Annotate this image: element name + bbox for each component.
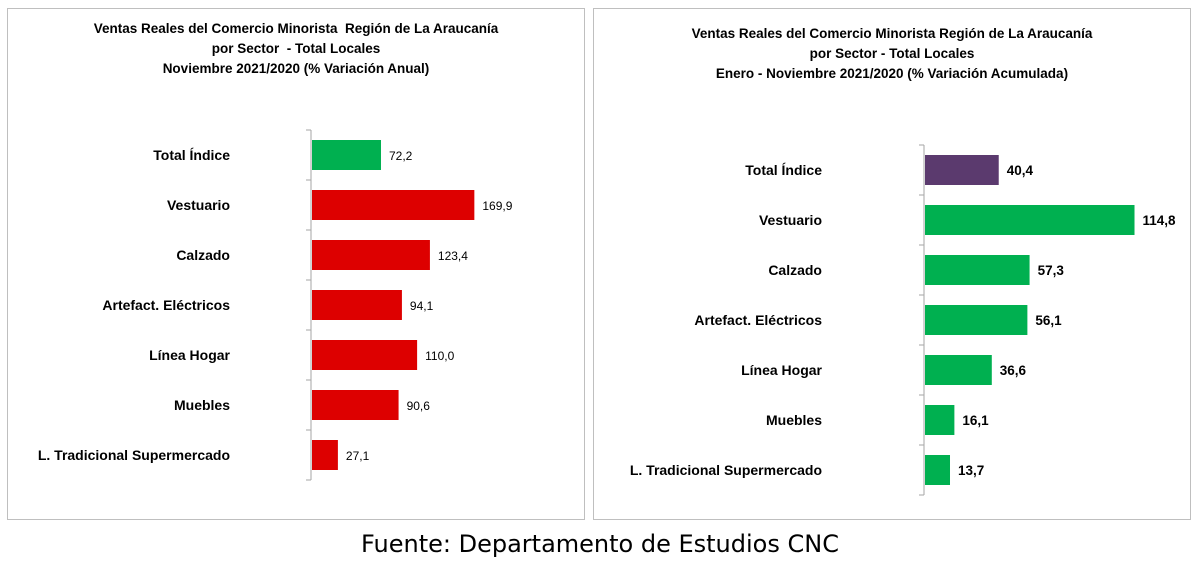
bar-l-tradicional-supermercado	[312, 440, 338, 470]
bar-artefact-eléctricos	[312, 290, 402, 320]
left-chart-panel: Ventas Reales del Comercio Minorista Reg…	[7, 8, 585, 520]
data-label: 169,9	[482, 199, 512, 213]
category-label: L. Tradicional Supermercado	[630, 462, 822, 478]
category-label: Artefact. Eléctricos	[102, 297, 230, 313]
category-label: Muebles	[766, 412, 822, 428]
bar-l-tradicional-supermercado	[925, 455, 951, 485]
category-label: Artefact. Eléctricos	[694, 312, 822, 328]
left-title-line-3: Noviembre 2021/2020 (% Variación Anual)	[162, 61, 430, 76]
data-label: 72,2	[389, 149, 413, 163]
category-label: Vestuario	[759, 212, 822, 228]
data-label: 13,7	[958, 463, 984, 478]
bar-línea-hogar	[925, 355, 992, 385]
bar-calzado	[312, 240, 430, 270]
left-title-line-1: Ventas Reales del Comercio Minorista Reg…	[93, 21, 499, 36]
data-label: 56,1	[1035, 313, 1062, 328]
right-title-line-3: Enero - Noviembre 2021/2020 (% Variación…	[715, 66, 1069, 81]
bar-vestuario	[312, 190, 475, 220]
data-label: 27,1	[346, 449, 370, 463]
category-label: Calzado	[176, 247, 230, 263]
category-label: Calzado	[768, 262, 822, 278]
bar-muebles	[925, 405, 955, 435]
data-label: 123,4	[438, 249, 468, 263]
bar-artefact-eléctricos	[925, 305, 1028, 335]
category-label: Muebles	[174, 397, 230, 413]
left-bar-chart: Total Índice 72,2 Vestuario 169,9 Calzado 123…	[38, 129, 513, 481]
left-title-line-2: por Sector - Total Locales	[211, 41, 381, 56]
left-chart-title: Ventas Reales del Comercio Minorista Reg…	[8, 19, 584, 79]
category-label: L. Tradicional Supermercado	[38, 447, 230, 463]
right-title-line-1: Ventas Reales del Comercio Minorista Reg…	[691, 26, 1093, 41]
category-label: Total Índice	[745, 162, 822, 178]
right-chart-panel: Ventas Reales del Comercio Minorista Reg…	[593, 8, 1191, 520]
data-label: 36,6	[1000, 363, 1027, 378]
bar-vestuario	[925, 205, 1135, 235]
category-label: Total Índice	[153, 147, 230, 163]
right-title-line-2: por Sector - Total Locales	[809, 46, 975, 61]
bar-muebles	[312, 390, 399, 420]
data-label: 94,1	[410, 299, 434, 313]
right-chart-title: Ventas Reales del Comercio Minorista Reg…	[594, 24, 1190, 84]
bar-total-índice	[312, 140, 381, 170]
category-label: Línea Hogar	[741, 362, 822, 378]
data-label: 16,1	[962, 413, 989, 428]
data-label: 40,4	[1007, 163, 1034, 178]
category-label: Línea Hogar	[149, 347, 230, 363]
bar-total-índice	[925, 155, 999, 185]
data-label: 114,8	[1143, 213, 1177, 228]
bar-línea-hogar	[312, 340, 418, 370]
bar-calzado	[925, 255, 1030, 285]
right-bar-chart: Total Índice 40,4 Vestuario 114,8 Calzado 57,…	[630, 144, 1177, 496]
source-note: Fuente: Departamento de Estudios CNC	[361, 530, 839, 558]
data-label: 90,6	[407, 399, 431, 413]
category-label: Vestuario	[167, 197, 230, 213]
data-label: 110,0	[425, 349, 454, 363]
data-label: 57,3	[1038, 263, 1065, 278]
